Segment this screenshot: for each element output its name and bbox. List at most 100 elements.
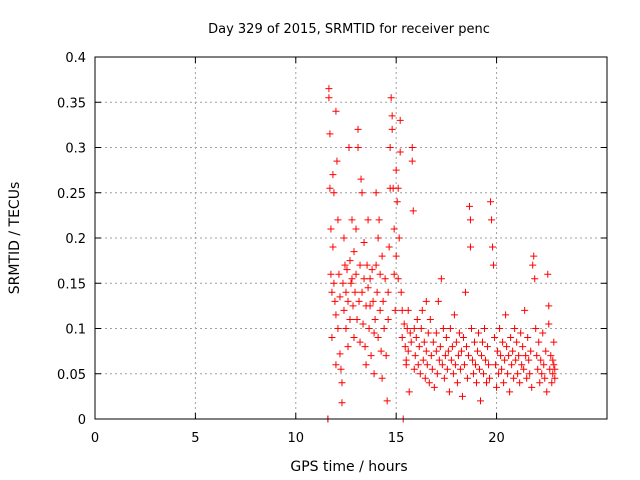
data-point: [364, 216, 372, 224]
data-point: [375, 216, 383, 224]
data-point: [506, 388, 514, 396]
y-tick-label: 0.35: [57, 96, 86, 111]
data-point: [412, 334, 420, 342]
data-point: [442, 334, 450, 342]
data-point: [391, 306, 399, 314]
data-point: [357, 175, 365, 183]
data-point: [551, 365, 559, 373]
y-axis-label: SRMTID / TECUs: [7, 182, 23, 295]
data-point: [378, 374, 386, 382]
data-point: [367, 352, 375, 360]
data-point: [401, 343, 409, 351]
data-point: [443, 365, 451, 373]
data-point: [532, 325, 540, 332]
data-point: [414, 361, 422, 369]
data-point: [374, 234, 382, 242]
data-point: [482, 356, 490, 364]
data-point: [470, 338, 478, 346]
data-point: [403, 325, 411, 332]
data-point: [458, 392, 466, 400]
data-point: [518, 361, 526, 369]
data-point: [547, 352, 555, 360]
data-point: [550, 361, 558, 369]
data-point: [534, 365, 542, 373]
data-point: [466, 216, 474, 224]
data-point: [370, 370, 378, 378]
data-point: [549, 356, 557, 364]
data-point: [526, 370, 534, 378]
data-point: [464, 352, 472, 360]
data-point: [507, 334, 515, 342]
data-point: [514, 370, 522, 378]
data-point: [452, 338, 460, 346]
data-point: [473, 347, 481, 355]
data-point: [469, 370, 477, 378]
data-point: [329, 243, 337, 251]
data-point: [539, 329, 547, 337]
data-point: [445, 388, 453, 396]
data-point: [329, 171, 337, 179]
data-point: [332, 361, 340, 369]
data-point: [538, 370, 546, 378]
data-point: [340, 234, 348, 242]
data-point: [545, 320, 553, 328]
data-point: [332, 311, 340, 319]
data-point: [374, 334, 382, 342]
data-point: [334, 325, 342, 332]
data-point: [326, 130, 334, 138]
axis-ticks: 0 0.05 0.1 0.15 0.2 0.25 0.3 0.35 0.4 0 5 10 15 20: [57, 51, 607, 446]
data-point: [343, 266, 351, 274]
data-point: [493, 383, 501, 391]
data-point: [354, 125, 362, 133]
data-point: [421, 374, 429, 382]
data-point: [376, 306, 384, 314]
data-point: [379, 297, 387, 305]
data-point: [402, 361, 410, 369]
data-point: [327, 225, 335, 233]
data-point: [540, 361, 548, 369]
data-point: [420, 338, 428, 346]
data-point: [541, 374, 549, 382]
data-point: [363, 261, 371, 269]
data-point: [373, 288, 381, 296]
data-point: [388, 125, 396, 133]
data-point: [350, 248, 358, 256]
data-point: [451, 361, 459, 369]
data-point: [544, 270, 552, 278]
data-point: [422, 347, 430, 355]
data-point: [474, 329, 482, 337]
data-point: [505, 352, 513, 360]
data-point: [499, 338, 507, 346]
data-point: [423, 361, 431, 369]
data-point: [386, 144, 394, 151]
y-tick-label: 0.4: [65, 51, 86, 66]
data-point: [406, 329, 414, 337]
x-tick-label: 5: [191, 431, 199, 446]
grid-lines: [95, 57, 607, 419]
data-point: [483, 379, 491, 387]
data-point: [523, 374, 531, 382]
data-point: [330, 279, 338, 287]
data-point: [433, 370, 441, 378]
data-point: [370, 329, 378, 337]
data-point: [427, 352, 435, 360]
data-point: [438, 361, 446, 369]
data-point: [341, 261, 349, 269]
data-point: [372, 261, 380, 269]
data-point: [516, 379, 524, 387]
data-point: [417, 325, 425, 332]
data-point: [392, 252, 400, 260]
chart-title: Day 329 of 2015, SRMTID for receiver pen…: [208, 22, 490, 37]
data-point: [467, 325, 475, 332]
data-point: [392, 166, 400, 174]
x-tick-label: 10: [288, 431, 305, 446]
data-point: [371, 315, 379, 323]
data-point: [407, 338, 415, 346]
data-point: [478, 352, 486, 360]
data-point: [461, 288, 469, 296]
data-point: [332, 107, 340, 115]
data-point: [344, 343, 352, 351]
data-point: [444, 347, 452, 355]
data-point: [528, 383, 536, 391]
data-point: [415, 343, 423, 351]
